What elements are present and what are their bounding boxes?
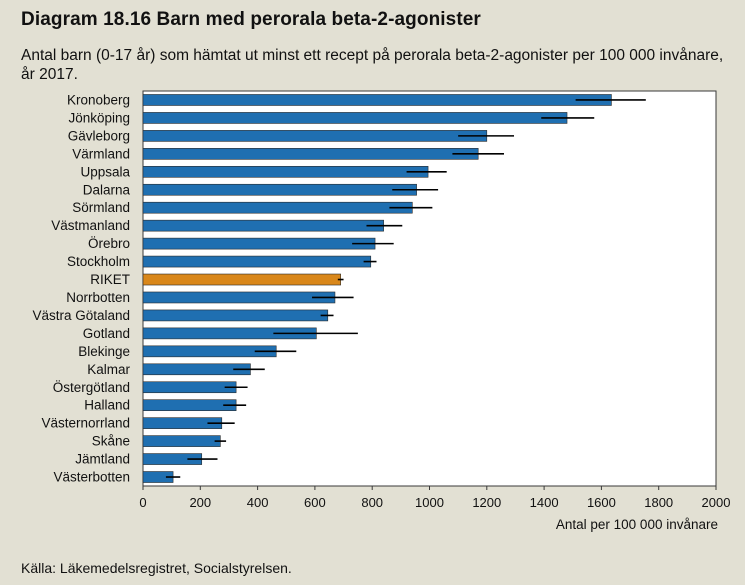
x-tick-label: 800	[361, 495, 383, 510]
bar-västra-götaland	[142, 309, 329, 322]
category-label: Norrbotten	[66, 290, 130, 305]
category-label: Kalmar	[87, 362, 130, 377]
x-tick-label: 1200	[472, 495, 501, 510]
bar-skåne	[142, 435, 221, 447]
category-label: RIKET	[90, 272, 130, 287]
category-label: Västerbotten	[53, 470, 130, 485]
bar-stockholm	[142, 255, 372, 268]
category-label: Västmanland	[51, 218, 130, 233]
chart-title: Diagram 18.16 Barn med perorala beta-2-a…	[21, 9, 481, 30]
bar-kronoberg	[142, 94, 612, 106]
bar-riket	[142, 273, 341, 286]
bar-västmanland	[142, 219, 384, 232]
chart-subtitle: Antal barn (0-17 år) som hämtat ut minst…	[21, 47, 724, 83]
category-label: Halland	[84, 398, 130, 413]
source-note: Källa: Läkemedelsregistret, Socialstyrel…	[21, 560, 292, 576]
x-tick-label: 1800	[644, 495, 673, 510]
bar-sörmland	[142, 201, 413, 214]
bar-dalarna	[142, 183, 417, 196]
bar-norrbotten	[142, 291, 336, 304]
bar-östergötland	[142, 381, 237, 394]
x-tick-label: 1600	[587, 495, 616, 510]
x-axis-title: Antal per 100 000 invånare	[556, 517, 718, 532]
category-label: Blekinge	[78, 344, 130, 359]
category-label: Gävleborg	[68, 128, 130, 143]
bar-jönköping	[142, 112, 568, 124]
category-label: Värmland	[72, 146, 130, 161]
x-tick-label: 1400	[530, 495, 559, 510]
bar-örebro	[142, 237, 376, 250]
category-label: Västernorrland	[41, 416, 130, 431]
category-label: Jämtland	[75, 452, 130, 467]
x-tick-label: 0	[139, 495, 146, 510]
category-label: Skåne	[92, 434, 130, 449]
category-label: Uppsala	[80, 164, 130, 179]
x-tick-label: 400	[247, 495, 269, 510]
category-label: Sörmland	[72, 200, 130, 215]
x-tick-label: 2000	[702, 495, 731, 510]
category-label: Stockholm	[67, 254, 130, 269]
category-label: Kronoberg	[67, 92, 130, 107]
category-label: Dalarna	[83, 182, 131, 197]
bar-värmland	[142, 148, 479, 160]
bar-halland	[142, 399, 237, 412]
category-label: Örebro	[88, 236, 130, 251]
category-label: Östergötland	[53, 380, 130, 395]
bar-gävleborg	[142, 130, 488, 142]
x-tick-label: 200	[189, 495, 211, 510]
x-tick-label: 1000	[415, 495, 444, 510]
category-label: Jönköping	[68, 110, 130, 125]
category-label: Gotland	[83, 326, 130, 341]
category-label: Västra Götaland	[32, 308, 130, 323]
bar-uppsala	[142, 165, 429, 178]
x-tick-label: 600	[304, 495, 326, 510]
